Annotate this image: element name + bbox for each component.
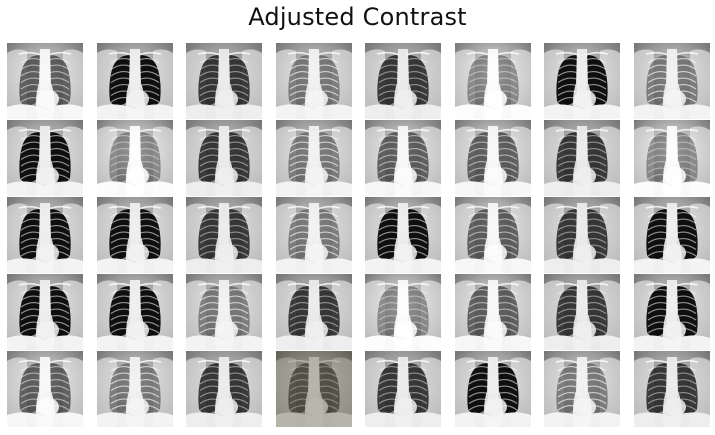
xray-thumbnail <box>276 120 352 196</box>
chest-xray-image <box>455 197 531 273</box>
xray-thumbnail <box>97 43 173 119</box>
chest-xray-image <box>544 43 620 119</box>
left-lung-field <box>377 286 398 337</box>
left-lung-field <box>109 132 130 183</box>
chest-xray-image <box>544 197 620 273</box>
xray-thumbnail <box>276 43 352 119</box>
chest-xray-image <box>455 274 531 350</box>
xray-thumbnail <box>186 120 262 196</box>
xray-thumbnail <box>276 197 352 273</box>
chest-xray-image <box>186 274 262 350</box>
chest-xray-image <box>186 43 262 119</box>
figure-title: Adjusted Contrast <box>248 3 467 31</box>
xray-thumbnail <box>7 197 83 273</box>
xray-thumbnail <box>276 274 352 350</box>
xray-thumbnail <box>276 351 352 427</box>
left-lung-field <box>556 132 577 183</box>
xray-thumbnail <box>455 351 531 427</box>
chest-xray-image <box>455 351 531 427</box>
chest-xray-image <box>455 120 531 196</box>
xray-thumbnail <box>186 351 262 427</box>
xray-thumbnail <box>455 120 531 196</box>
xray-thumbnail <box>7 351 83 427</box>
xray-thumbnail <box>365 43 441 119</box>
xray-thumbnail <box>97 197 173 273</box>
xray-thumbnail <box>365 274 441 350</box>
left-lung-field <box>198 55 219 106</box>
chest-xray-image <box>7 120 83 196</box>
chest-xray-image <box>634 274 710 350</box>
chest-xray-image <box>7 197 83 273</box>
xray-thumbnail <box>365 351 441 427</box>
chest-xray-image <box>97 197 173 273</box>
chest-xray-image <box>97 43 173 119</box>
xray-thumbnail <box>186 43 262 119</box>
left-lung-field <box>556 286 577 337</box>
chest-xray-image <box>186 197 262 273</box>
chest-xray-image <box>455 43 531 119</box>
xray-thumbnail <box>97 274 173 350</box>
left-lung-field <box>377 55 398 106</box>
chest-xray-image <box>97 274 173 350</box>
xray-thumbnail <box>634 43 710 119</box>
chest-xray-image <box>634 120 710 196</box>
xray-thumbnail <box>7 120 83 196</box>
chest-xray-image <box>365 43 441 119</box>
left-lung-field <box>288 286 309 337</box>
xray-thumbnail <box>634 197 710 273</box>
xray-thumbnail <box>7 274 83 350</box>
xray-thumbnail <box>97 351 173 427</box>
chest-xray-image <box>97 351 173 427</box>
chest-xray-image <box>186 351 262 427</box>
xray-thumbnail <box>97 120 173 196</box>
xray-thumbnail <box>544 351 620 427</box>
chest-xray-image <box>276 120 352 196</box>
xray-thumbnail <box>634 351 710 427</box>
chest-xray-image <box>365 351 441 427</box>
chest-xray-image <box>365 120 441 196</box>
left-lung-field <box>198 209 219 260</box>
chest-xray-image <box>634 351 710 427</box>
left-lung-field <box>467 55 488 106</box>
xray-thumbnail <box>186 197 262 273</box>
xray-thumbnail <box>544 120 620 196</box>
chest-xray-image <box>276 197 352 273</box>
xray-thumbnail <box>186 274 262 350</box>
xray-thumbnail <box>634 274 710 350</box>
xray-thumbnail <box>365 120 441 196</box>
left-lung-field <box>377 363 398 414</box>
left-lung-field <box>198 132 219 183</box>
xray-thumbnail <box>544 43 620 119</box>
chest-xray-image <box>7 274 83 350</box>
left-lung-field <box>198 363 219 414</box>
xray-thumbnail <box>455 197 531 273</box>
xray-thumbnail <box>544 274 620 350</box>
chest-xray-image <box>276 274 352 350</box>
xray-thumbnail <box>634 120 710 196</box>
chest-xray-image <box>544 351 620 427</box>
chest-xray-image <box>276 351 352 427</box>
chest-xray-image <box>544 120 620 196</box>
chest-xray-image <box>365 197 441 273</box>
chest-xray-image <box>186 120 262 196</box>
left-lung-field <box>646 132 667 183</box>
chest-xray-image <box>276 43 352 119</box>
xray-thumbnail <box>455 43 531 119</box>
xray-thumbnail <box>7 43 83 119</box>
left-lung-field <box>556 209 577 260</box>
xray-thumbnail <box>365 197 441 273</box>
chest-xray-image <box>365 274 441 350</box>
chest-xray-image <box>544 274 620 350</box>
chest-xray-image <box>634 197 710 273</box>
xray-thumbnail <box>455 274 531 350</box>
chest-xray-image <box>7 351 83 427</box>
chest-xray-image <box>97 120 173 196</box>
chest-xray-image <box>7 43 83 119</box>
left-lung-field <box>646 363 667 414</box>
xray-thumbnail <box>544 197 620 273</box>
chest-xray-image <box>634 43 710 119</box>
